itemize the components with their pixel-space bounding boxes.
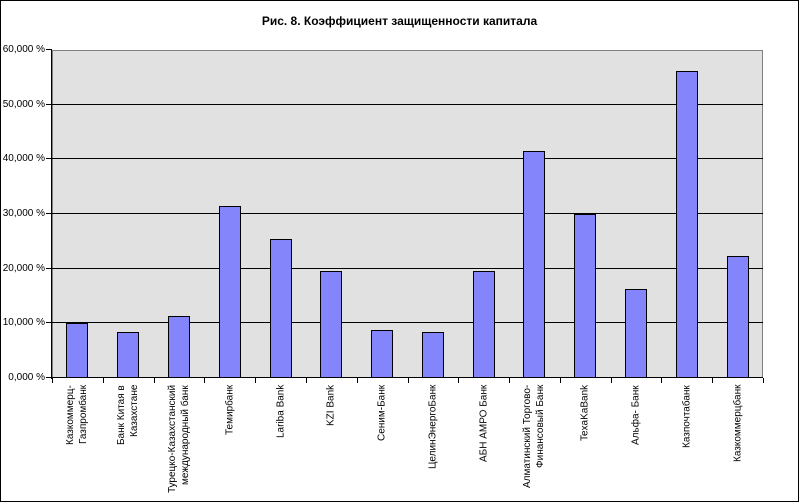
bar-1 — [66, 323, 89, 378]
x-axis-label: Банк Китая в Казахстане — [116, 385, 141, 445]
bar-11 — [574, 214, 597, 378]
x-axis-label: Турецко-Казахстанский международный банк — [166, 385, 191, 494]
y-axis-label: 10,000 % — [2, 317, 45, 329]
x-axis-tick — [102, 378, 104, 383]
gridline — [52, 322, 763, 324]
gridline — [52, 267, 763, 269]
y-axis-label: 0,000 % — [8, 372, 45, 383]
x-axis-tick — [153, 378, 155, 383]
y-axis — [51, 50, 52, 379]
y-axis-tick — [46, 213, 52, 214]
x-axis-label: Сеним-Банк — [376, 385, 388, 442]
y-axis-tick — [46, 49, 52, 50]
bar-3 — [167, 316, 190, 378]
x-axis-tick — [661, 378, 663, 383]
y-axis-label: 50,000 % — [2, 98, 45, 110]
x-axis-tick — [407, 378, 409, 383]
x-axis-tick — [763, 378, 764, 383]
x-axis-tick — [52, 378, 53, 383]
x-axis-label: Lariba Bank — [275, 385, 287, 439]
x-axis-label: Алматинский Торгово- Финансовый Банк — [522, 385, 547, 489]
x-axis-tick — [356, 378, 358, 383]
bar-8 — [421, 331, 444, 378]
x-axis — [51, 377, 763, 378]
bar-2 — [117, 331, 140, 378]
x-axis-tick — [610, 378, 612, 383]
x-axis-label: Казкоммерцбанк — [732, 385, 744, 463]
gridline — [52, 158, 763, 160]
x-axis-label: Казпочтабанк — [681, 385, 693, 448]
gridline — [52, 103, 763, 105]
x-axis-tick — [559, 378, 561, 383]
y-axis-tick — [46, 103, 52, 105]
gridline — [52, 213, 763, 214]
bar-4 — [218, 205, 241, 378]
y-axis-label: 60,000 % — [2, 44, 45, 55]
x-axis-label: Темирбанк — [224, 385, 236, 436]
x-axis-label: TexaKaBank — [579, 385, 591, 442]
y-axis-label: 40,000 % — [2, 153, 45, 165]
bar-13 — [675, 71, 698, 378]
bar-14 — [726, 256, 749, 378]
bar-9 — [472, 270, 495, 378]
y-axis-tick — [46, 267, 52, 269]
x-axis-label: Альфа- Банк — [630, 385, 642, 445]
y-axis-label: 20,000 % — [2, 262, 45, 274]
x-axis-tick — [255, 378, 257, 383]
y-axis-tick — [46, 158, 52, 160]
y-axis-tick — [46, 322, 52, 324]
bar-6 — [320, 271, 343, 378]
x-axis-label: ЦелинЭнергоБанк — [427, 385, 439, 470]
x-axis-tick — [712, 378, 714, 383]
y-axis-label: 30,000 % — [2, 208, 45, 219]
bar-5 — [269, 238, 292, 378]
plot-area — [52, 50, 763, 378]
bar-12 — [625, 289, 648, 378]
x-axis-label: KZI Bank — [325, 385, 337, 427]
x-axis-tick — [509, 378, 511, 383]
y-axis-tick — [46, 377, 52, 378]
bar-10 — [523, 151, 546, 378]
x-axis-tick — [305, 378, 307, 383]
x-axis-label: Казкоммерц-Газпромбанк — [65, 385, 90, 445]
chart-title: Рис. 8. Коэффициент защищенности капитал… — [261, 14, 538, 28]
x-axis-tick — [458, 378, 460, 383]
bar-7 — [371, 330, 394, 378]
x-axis-label: АБН АМРО Банк — [478, 385, 490, 463]
x-axis-tick — [204, 378, 206, 383]
